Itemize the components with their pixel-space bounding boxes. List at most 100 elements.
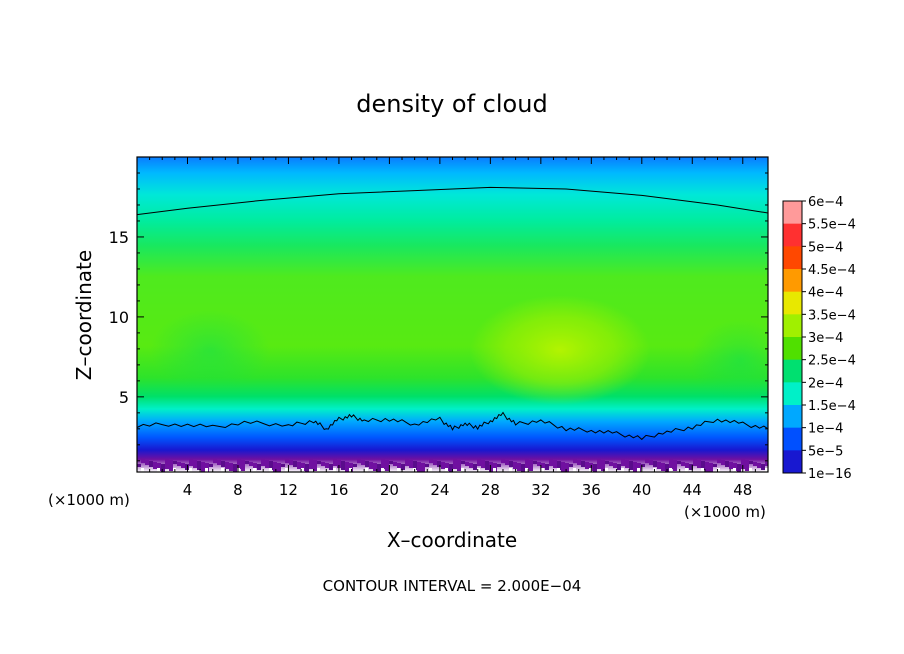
surface-gap	[461, 468, 464, 472]
surface-speckle	[461, 461, 465, 464]
surface-gap	[285, 468, 288, 472]
surface-speckle	[273, 462, 277, 472]
surface-gap	[445, 468, 448, 472]
surface-speckle	[349, 463, 353, 472]
surface-speckle	[161, 464, 165, 472]
x-tick-label: 40	[632, 481, 651, 499]
chart-title: density of cloud	[356, 90, 547, 118]
surface-speckle	[453, 459, 457, 469]
surface-speckle	[289, 460, 293, 465]
x-tick-label: 28	[481, 481, 500, 499]
y-tick-label: 5	[119, 388, 129, 407]
surface-speckle	[393, 462, 397, 466]
surface-speckle	[721, 460, 725, 465]
surface-speckle	[733, 463, 737, 471]
surface-speckle	[693, 459, 697, 466]
surface-gap	[189, 468, 192, 472]
surface-speckle	[545, 464, 549, 470]
colorbar-swatch	[783, 314, 802, 338]
surface-speckle	[709, 463, 713, 472]
surface-speckle	[513, 462, 517, 469]
surface-gap	[221, 468, 224, 472]
surface-speckle	[157, 463, 161, 471]
surface-speckle	[137, 464, 141, 467]
surface-speckle	[681, 462, 685, 466]
surface-gap	[589, 468, 592, 472]
surface-noise	[137, 459, 768, 472]
surface-speckle	[209, 464, 213, 467]
density-plume-left	[150, 310, 270, 390]
surface-speckle	[261, 459, 265, 466]
colorbar-swatch	[783, 269, 802, 293]
surface-speckle	[473, 464, 477, 470]
surface-speckle	[169, 460, 173, 471]
surface-gap	[541, 468, 544, 472]
surface-speckle	[201, 462, 205, 472]
surface-gap	[269, 468, 272, 472]
surface-gap	[317, 468, 320, 472]
surface-gap	[141, 468, 144, 472]
surface-speckle	[425, 464, 429, 467]
surface-speckle	[221, 461, 225, 467]
surface-speckle	[713, 464, 717, 467]
surface-gap	[765, 468, 768, 472]
surface-speckle	[213, 459, 217, 463]
y-tick-label: 15	[109, 228, 129, 247]
surface-speckle	[553, 460, 557, 468]
surface-speckle	[229, 463, 233, 471]
surface-speckle	[565, 463, 569, 472]
colorbar-swatch	[783, 223, 802, 247]
surface-speckle	[357, 459, 361, 463]
surface-speckle	[529, 460, 533, 471]
contour-interval-note: CONTOUR INTERVAL = 2.000E−04	[323, 577, 582, 595]
surface-speckle	[437, 461, 441, 467]
surface-gap	[237, 468, 240, 472]
surface-speckle	[737, 464, 741, 472]
surface-speckle	[517, 463, 521, 471]
surface-speckle	[217, 460, 221, 465]
surface-speckle	[441, 462, 445, 469]
surface-speckle	[477, 459, 481, 466]
surface-speckle	[429, 459, 433, 463]
surface-speckle	[353, 464, 357, 467]
surface-speckle	[701, 461, 705, 470]
surface-gap	[621, 468, 624, 472]
surface-gap	[685, 468, 688, 472]
surface-speckle	[317, 461, 321, 464]
surface-speckle	[365, 461, 369, 467]
colorbar-swatch	[783, 382, 802, 406]
density-local-maximum	[470, 295, 650, 405]
x-tick-label: 36	[582, 481, 601, 499]
colorbar-label: 1e−4	[808, 422, 843, 437]
surface-gap	[749, 468, 752, 472]
surface-speckle	[237, 459, 241, 469]
surface-speckle	[497, 464, 501, 467]
colorbar-label: 3e−4	[808, 331, 843, 346]
surface-speckle	[181, 463, 185, 468]
surface-speckle	[329, 464, 333, 470]
surface-speckle	[705, 462, 709, 472]
surface-speckle	[245, 461, 249, 464]
surface-speckle	[313, 460, 317, 471]
surface-speckle	[493, 463, 497, 472]
surface-gap	[397, 468, 400, 472]
surface-gap	[493, 468, 496, 472]
surface-speckle	[613, 463, 617, 468]
x-tick-label: 8	[233, 481, 243, 499]
surface-speckle	[253, 463, 257, 468]
surface-gap	[525, 468, 528, 472]
surface-speckle	[765, 459, 768, 466]
surface-speckle	[521, 464, 525, 472]
surface-speckle	[409, 460, 413, 468]
x-tick-label: 44	[683, 481, 702, 499]
surface-speckle	[677, 461, 681, 464]
surface-speckle	[465, 462, 469, 466]
surface-speckle	[149, 461, 153, 467]
surface-speckle	[757, 463, 761, 468]
surface-gap	[509, 468, 512, 472]
surface-speckle	[321, 462, 325, 466]
surface-speckle	[509, 461, 513, 467]
surface-speckle	[225, 462, 229, 469]
surface-speckle	[549, 459, 553, 466]
surface-gap	[477, 468, 480, 472]
